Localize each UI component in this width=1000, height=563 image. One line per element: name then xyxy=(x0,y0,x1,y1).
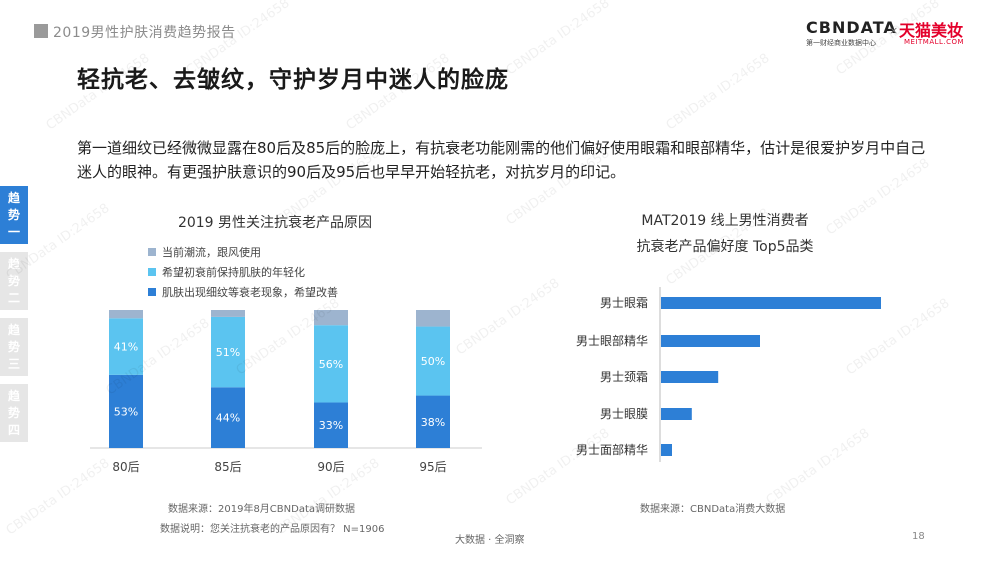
legend-swatch xyxy=(148,248,156,256)
chart2-y-tick-label: 男士颈霜 xyxy=(600,370,648,384)
page-number: 18 xyxy=(912,531,925,542)
chart2-y-tick-label: 男士眼膜 xyxy=(600,407,648,421)
chart2-bar xyxy=(661,408,692,420)
cbndata-logo: CBNDATA xyxy=(806,18,897,37)
side-tab-char: 二 xyxy=(7,290,20,305)
side-tab-char: 趋 xyxy=(7,190,20,205)
side-tab-char: 势 xyxy=(7,405,20,420)
footer-tagline: 大数据 · 全洞察 xyxy=(455,535,525,546)
chart1-data-label: 50% xyxy=(421,355,445,368)
chart1-data-label: 38% xyxy=(421,416,445,429)
side-tab-3[interactable]: 趋势三 xyxy=(0,318,28,380)
chart2-y-tick-label: 男士眼部精华 xyxy=(576,333,648,348)
chart1-bar-segment xyxy=(314,310,348,326)
chart1-data-label: 53% xyxy=(114,405,138,418)
chart1-x-tick-label: 85后 xyxy=(214,460,241,474)
chart1-data-label: 44% xyxy=(216,412,240,425)
chart1-bar-segment xyxy=(109,310,143,319)
brand-separator: × xyxy=(889,24,899,37)
chart1-bar-segment xyxy=(109,374,143,448)
chart2-bar xyxy=(661,371,719,383)
side-tab-char: 趋 xyxy=(7,322,20,337)
chart1-data-label: 41% xyxy=(114,341,138,354)
chart1-x-tick-label: 80后 xyxy=(112,460,139,474)
side-tab-char: 三 xyxy=(7,356,20,371)
legend-item: 肌肤出现细纹等衰老现象，希望改善 xyxy=(148,284,338,300)
header-square-icon xyxy=(34,24,48,38)
chart1-data-label: 33% xyxy=(319,419,343,432)
side-tab-char: 势 xyxy=(7,207,20,222)
tmall-beauty-logo-subtitle: MEITMALL.COM xyxy=(904,38,965,46)
chart1-title: 2019 男性关注抗衰老产品原因 xyxy=(177,215,373,231)
chart2-bar xyxy=(661,335,760,347)
chart1-bar-segment xyxy=(314,402,348,448)
chart1-x-tick-label: 90后 xyxy=(317,460,344,474)
side-tab-char: 一 xyxy=(7,224,20,239)
chart1-data-label: 51% xyxy=(216,346,240,359)
legend-swatch xyxy=(148,288,156,296)
chart1-source: 数据来源：2019年8月CBNData调研数据 xyxy=(168,504,356,515)
chart2-bar xyxy=(661,444,672,456)
legend-item: 当前潮流，跟风使用 xyxy=(148,244,261,260)
chart1-data-label: 56% xyxy=(319,358,343,371)
chart2-title: MAT2019 线上男性消费者 xyxy=(641,213,809,229)
chart1-bar-segment xyxy=(211,316,245,388)
cbndata-logo-subtitle: 第一财经商业数据中心 xyxy=(806,39,876,47)
side-tab-char: 趋 xyxy=(7,256,20,271)
chart1-stacked-bar: 53% 41% 80后 44% 51% 85后 33% 56% 90后 38% 50% 95后 xyxy=(90,310,482,474)
legend-item: 希望初衰前保持肌肤的年轻化 xyxy=(148,264,305,280)
side-tab-char: 势 xyxy=(7,273,20,288)
chart1-bar-segment xyxy=(416,326,450,396)
chart2-y-tick-label: 男士面部精华 xyxy=(576,442,648,457)
chart2-y-tick-label: 男士眼霜 xyxy=(600,296,648,310)
chart2-source: 数据来源：CBNData消费大数据 xyxy=(640,504,786,515)
watermark-text: CBNData ID:24658 xyxy=(664,51,773,134)
chart2-subtitle: 抗衰老产品偏好度 Top5品类 xyxy=(636,239,814,255)
chart1-note: 数据说明：您关注抗衰老的产品原因有？ N=1906 xyxy=(160,524,385,535)
legend-label: 肌肤出现细纹等衰老现象，希望改善 xyxy=(162,286,338,299)
page-description: 第一道细纹已经微微显露在80后及85后的脸庞上，有抗衰老功能刚需的他们偏好使用眼… xyxy=(77,139,926,181)
tmall-beauty-logo: 天猫美妆 xyxy=(899,21,964,40)
chart1-bar-segment xyxy=(416,310,450,327)
chart1-bar-segment xyxy=(314,325,348,403)
side-tab-1[interactable]: 趋势一 xyxy=(0,186,28,248)
side-tab-2[interactable]: 趋势二 xyxy=(0,252,28,314)
watermark-text: CBNData ID:24658 xyxy=(504,0,613,78)
chart1-bar-segment xyxy=(109,318,143,375)
legend-label: 当前潮流，跟风使用 xyxy=(162,246,261,259)
side-tab-4[interactable]: 趋势四 xyxy=(0,384,28,446)
page-title: 轻抗老、去皱纹，守护岁月中迷人的脸庞 xyxy=(77,67,509,93)
legend-swatch xyxy=(148,268,156,276)
chart2-bar xyxy=(661,297,881,309)
legend-label: 希望初衰前保持肌肤的年轻化 xyxy=(162,266,305,279)
side-tab-char: 四 xyxy=(7,422,20,437)
chart1-bar-segment xyxy=(416,395,450,448)
chart1-bar-segment xyxy=(211,387,245,448)
report-title: 2019男性护肤消费趋势报告 xyxy=(53,25,236,41)
chart1-x-tick-label: 95后 xyxy=(419,460,446,474)
side-tab-char: 势 xyxy=(7,339,20,354)
chart1-bar-segment xyxy=(211,310,245,317)
side-tab-char: 趋 xyxy=(7,388,20,403)
